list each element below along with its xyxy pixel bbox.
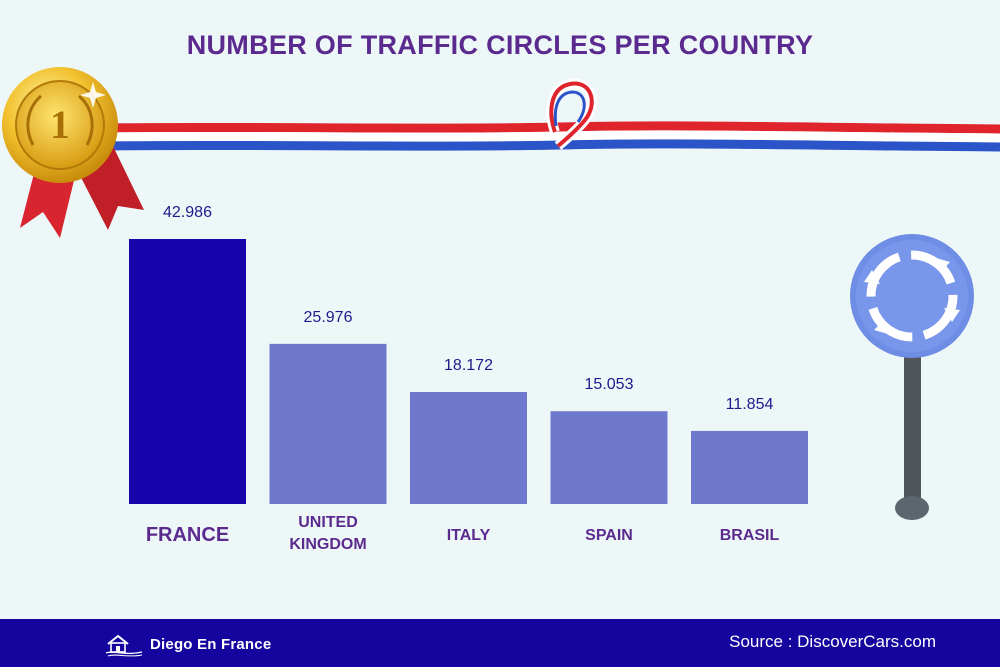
brand-logo[interactable]: Diego En France xyxy=(104,631,271,657)
brand-name: Diego En France xyxy=(150,635,272,653)
roundabout-sign-icon xyxy=(850,234,974,520)
category-label-3: SPAIN xyxy=(585,527,633,544)
bar-2 xyxy=(410,391,527,504)
chart-title: NUMBER OF TRAFFIC CIRCLES PER COUNTRY xyxy=(186,30,814,60)
bar-4 xyxy=(691,430,808,504)
category-label-4: BRASIL xyxy=(720,527,780,544)
bar-chart: 1 42.986 FRANCE 25.976 UNITED KINGDOM 18.172 I… xyxy=(2,67,1000,553)
value-label-2: 18.172 xyxy=(444,357,493,374)
value-label-1: 25.976 xyxy=(304,309,353,326)
category-label-0: FRANCE xyxy=(146,524,229,546)
bar-3 xyxy=(550,411,668,504)
house-logo-icon xyxy=(105,634,143,657)
value-label-3: 15.053 xyxy=(585,376,634,393)
value-label-4: 11.854 xyxy=(726,396,774,413)
medal-number: 1 xyxy=(50,102,70,147)
category-label-2: ITALY xyxy=(447,527,491,544)
footer-bar: Diego En France Source : DiscoverCars.co… xyxy=(0,619,1000,667)
value-label-0: 42.986 xyxy=(163,204,212,221)
bar-1 xyxy=(269,343,387,504)
source-credit: Source : DiscoverCars.com xyxy=(729,632,936,651)
category-label-1: UNITED KINGDOM xyxy=(289,514,366,553)
bar-0 xyxy=(129,239,246,504)
gold-medal-number-1-icon: 1 xyxy=(2,67,144,238)
french-flag-ribbon xyxy=(99,78,1000,152)
